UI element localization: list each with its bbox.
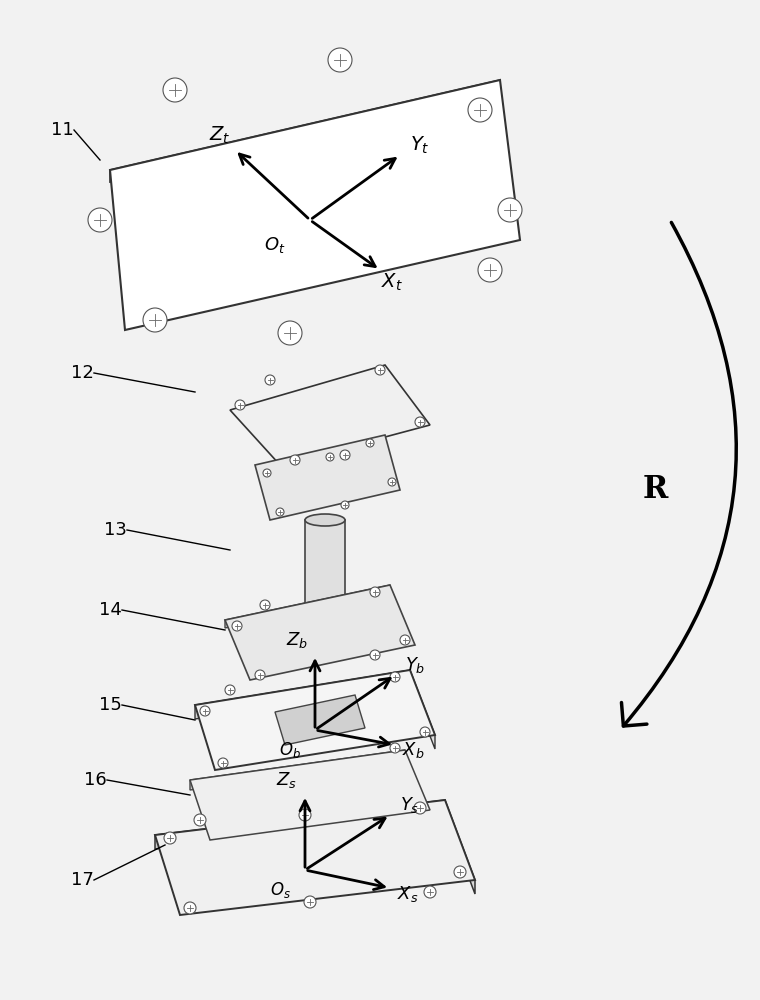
Circle shape [375,365,385,375]
Circle shape [88,208,112,232]
Circle shape [163,78,187,102]
Polygon shape [190,750,405,790]
Circle shape [341,501,349,509]
Circle shape [388,478,396,486]
Text: $O_b$: $O_b$ [279,740,301,760]
Text: $X_b$: $X_b$ [402,740,424,760]
Circle shape [328,48,352,72]
Polygon shape [275,695,365,745]
Circle shape [468,98,492,122]
Polygon shape [230,365,430,465]
Circle shape [263,469,271,477]
Text: $X_s$: $X_s$ [397,884,419,904]
Text: $Z_b$: $Z_b$ [286,630,308,650]
Ellipse shape [305,624,345,636]
Circle shape [194,814,206,826]
Circle shape [232,621,242,631]
Polygon shape [110,80,500,182]
Polygon shape [410,670,435,749]
Text: 16: 16 [84,771,106,789]
Circle shape [184,902,196,914]
Polygon shape [195,670,435,770]
Text: 11: 11 [51,121,74,139]
Circle shape [278,321,302,345]
Circle shape [235,400,245,410]
Ellipse shape [305,514,345,526]
Circle shape [420,727,430,737]
Text: 12: 12 [71,364,93,382]
Text: $Y_b$: $Y_b$ [405,655,425,675]
Text: $O_s$: $O_s$ [270,880,290,900]
Text: $Y_t$: $Y_t$ [410,134,430,156]
Circle shape [276,508,284,516]
Circle shape [255,670,265,680]
Polygon shape [305,520,345,630]
Circle shape [304,896,316,908]
Circle shape [299,809,311,821]
Text: 14: 14 [99,601,122,619]
Circle shape [370,650,380,660]
Circle shape [326,453,334,461]
Circle shape [164,832,176,844]
Circle shape [454,866,466,878]
Text: $Z_s$: $Z_s$ [277,770,297,790]
Text: 17: 17 [71,871,93,889]
Text: 15: 15 [99,696,122,714]
Polygon shape [445,800,475,894]
Polygon shape [155,800,445,849]
Circle shape [390,672,400,682]
Circle shape [366,439,374,447]
Circle shape [340,450,350,460]
Text: $X_t$: $X_t$ [381,271,403,293]
Circle shape [414,802,426,814]
Circle shape [415,417,425,427]
Circle shape [200,706,210,716]
Polygon shape [225,585,390,628]
Text: $O_t$: $O_t$ [264,235,286,255]
Circle shape [370,587,380,597]
Polygon shape [195,670,410,719]
Circle shape [265,375,275,385]
Polygon shape [255,435,400,520]
Circle shape [478,258,502,282]
Polygon shape [225,585,415,680]
Circle shape [498,198,522,222]
Polygon shape [110,80,520,330]
Circle shape [424,886,436,898]
Circle shape [225,685,235,695]
Text: R: R [642,475,668,506]
Circle shape [390,743,400,753]
Text: $Y_s$: $Y_s$ [401,795,420,815]
Circle shape [143,308,167,332]
Circle shape [260,600,270,610]
Polygon shape [190,750,430,840]
Circle shape [290,455,300,465]
Circle shape [218,758,228,768]
Circle shape [400,635,410,645]
Polygon shape [155,800,475,915]
Text: 13: 13 [103,521,126,539]
FancyArrowPatch shape [622,222,736,726]
Text: $Z_t$: $Z_t$ [209,124,231,146]
